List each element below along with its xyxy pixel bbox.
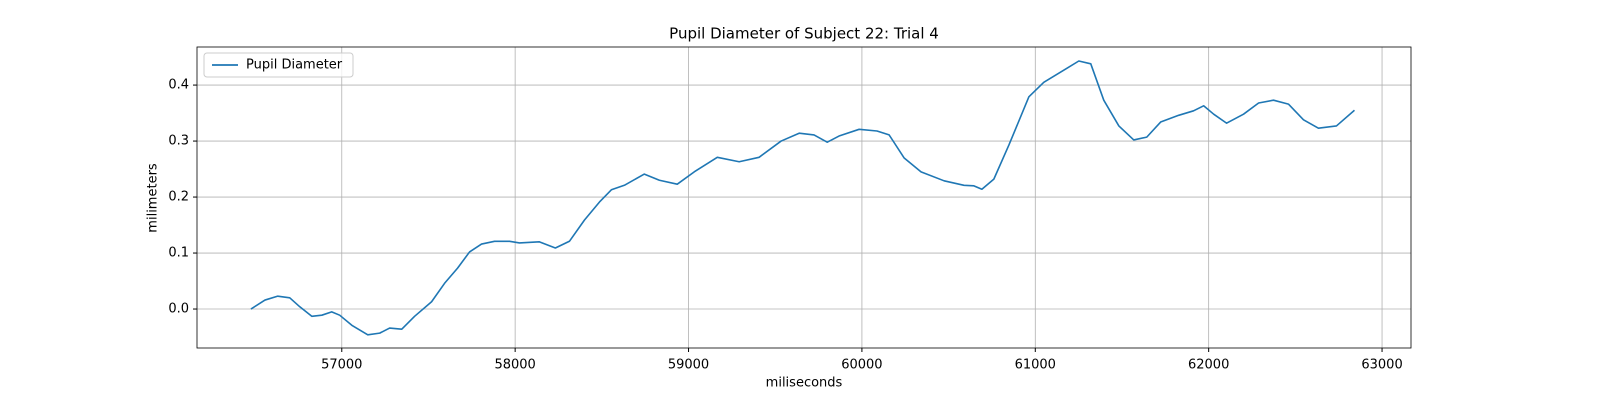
data-line [250, 60, 1356, 336]
x-tick-label: 62000 [1188, 358, 1229, 373]
x-tick-label: 59000 [668, 358, 709, 373]
y-tick-label: 0.0 [168, 302, 189, 317]
y-tick-label: 0.2 [168, 190, 189, 205]
y-tick-label: 0.1 [168, 246, 189, 261]
x-tick-label: 60000 [841, 358, 882, 373]
axes-frame [196, 46, 1412, 349]
y-axis-label: milimeters [146, 163, 161, 233]
legend-label: Pupil Diameter [246, 58, 343, 73]
x-axis-label: miliseconds [766, 376, 843, 391]
chart-title: Pupil Diameter of Subject 22: Trial 4 [669, 25, 939, 43]
y-tick-label: 0.3 [168, 134, 189, 149]
legend-box [203, 52, 354, 78]
x-tick-label: 61000 [1015, 358, 1056, 373]
x-tick-label: 63000 [1361, 358, 1402, 373]
y-tick-label: 0.4 [168, 78, 189, 93]
x-tick-label: 57000 [321, 358, 362, 373]
x-tick-label: 58000 [494, 358, 535, 373]
